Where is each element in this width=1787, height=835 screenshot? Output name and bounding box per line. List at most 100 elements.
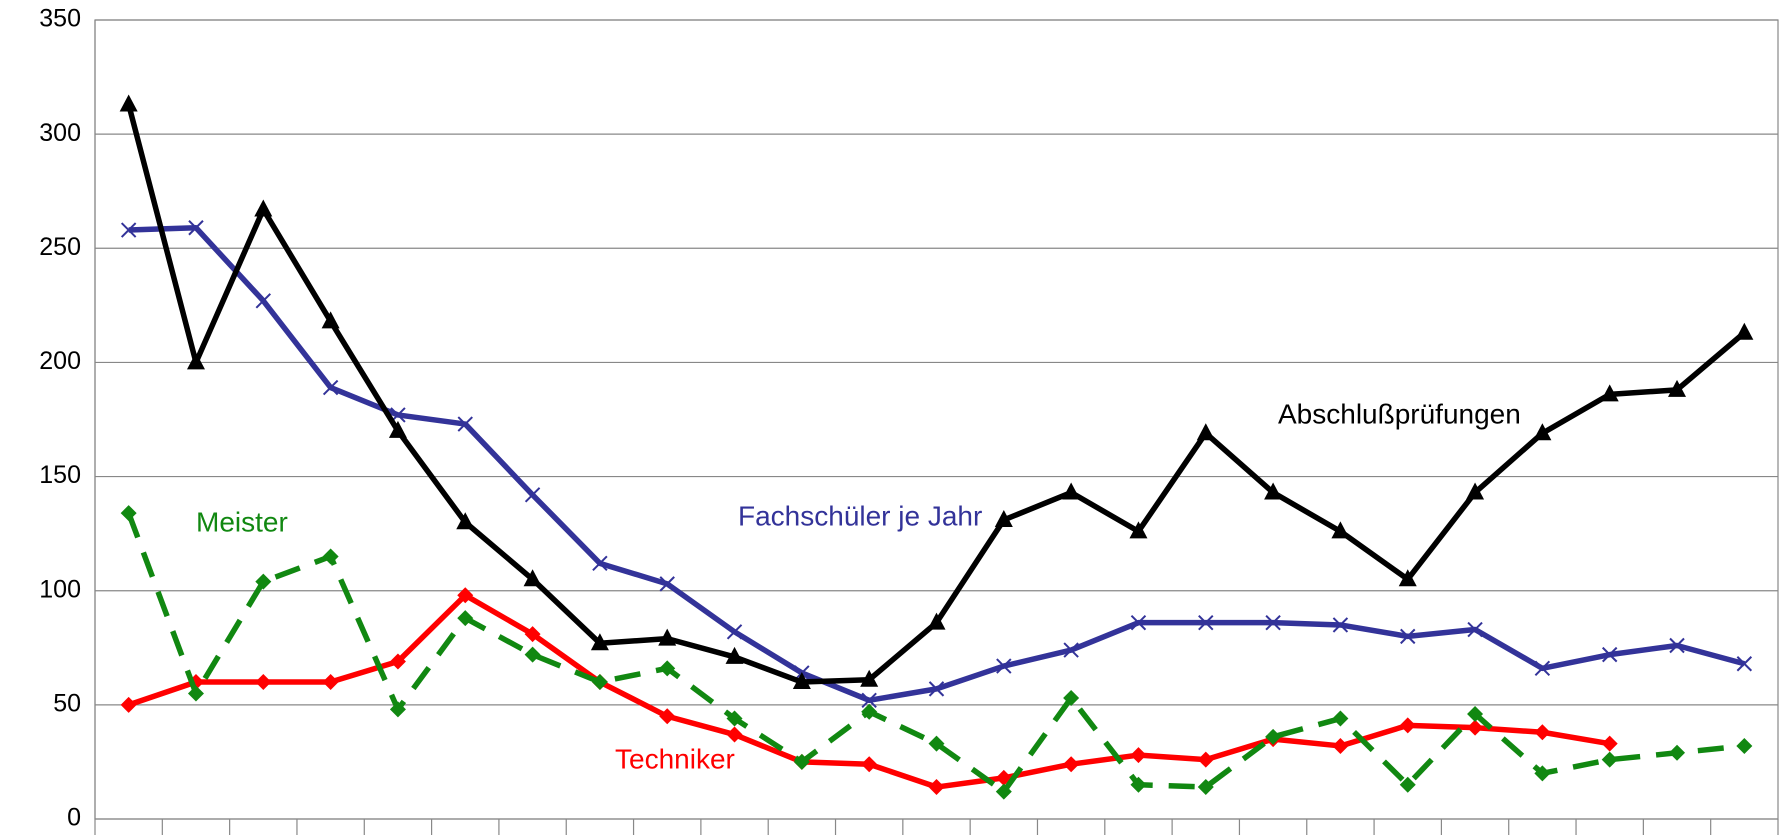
marker [1264,482,1283,500]
marker [994,509,1013,527]
marker [658,628,677,646]
series-label: Meister [196,506,288,537]
marker [1331,521,1350,539]
marker [120,222,137,238]
marker [187,685,204,702]
marker [457,587,474,604]
marker [255,573,272,590]
marker [457,416,473,432]
marker [1332,737,1349,754]
marker [1332,617,1349,633]
marker [1467,705,1484,722]
marker [120,696,137,713]
marker [388,420,407,438]
series-label: Abschlußprüfungen [1278,398,1521,429]
y-tick-label: 250 [39,233,81,261]
marker [1534,660,1551,677]
marker [1197,779,1214,796]
marker [659,576,675,592]
marker [1736,656,1753,672]
marker [186,352,205,370]
marker [1467,719,1484,736]
marker [1398,569,1417,587]
marker [1601,751,1618,768]
marker [119,94,138,112]
marker [1198,614,1214,631]
marker [1669,744,1686,761]
y-tick-label: 300 [39,119,81,147]
y-tick-label: 200 [39,347,81,375]
marker [1669,637,1685,654]
marker [1736,737,1753,754]
marker [1399,776,1416,793]
marker [322,674,339,691]
marker [928,779,945,796]
marker [590,633,609,651]
marker [726,624,743,640]
marker [996,658,1012,674]
marker [726,726,743,743]
y-tick-label: 150 [39,461,81,489]
marker [1265,728,1282,745]
y-tick-label: 50 [53,689,81,717]
marker [793,753,810,770]
marker [725,646,744,664]
marker [255,293,272,309]
y-tick-label: 100 [39,575,81,603]
marker [1466,482,1485,500]
marker [1063,690,1080,707]
marker [1735,322,1754,340]
marker [1601,735,1618,752]
marker [120,505,137,522]
marker [523,569,542,587]
marker [995,783,1012,800]
marker [254,199,273,217]
marker [321,311,340,329]
marker [389,653,406,670]
marker [1265,614,1281,631]
series-line [125,103,1747,685]
marker [592,555,608,572]
marker [1063,756,1080,773]
y-tick-label: 0 [67,804,81,832]
series-label: Fachschüler je Jahr [738,500,982,531]
marker [1062,482,1081,500]
marker [1332,710,1349,727]
marker [861,756,878,773]
marker [1129,521,1148,539]
marker [792,672,811,690]
marker [928,735,945,752]
y-tick-label: 350 [39,5,81,33]
marker [1130,614,1147,631]
marker [591,674,608,691]
marker [1534,765,1551,782]
marker [861,692,877,708]
marker [1668,379,1687,397]
marker [1399,717,1416,734]
series-label: Techniker [615,743,735,774]
marker [659,708,676,725]
marker [524,487,541,503]
marker [1534,724,1551,741]
marker [927,612,946,630]
marker [1063,642,1079,658]
marker [1196,423,1215,441]
marker [1533,423,1552,441]
marker [1130,776,1147,793]
marker [389,701,406,718]
marker [659,660,676,677]
marker [456,512,475,530]
marker [255,674,272,691]
marker [1600,384,1619,402]
marker [928,681,945,697]
marker [322,548,339,565]
marker [1400,628,1416,645]
marker [1467,621,1483,638]
plot-border [94,19,1779,820]
marker [524,626,541,643]
marker [322,379,339,396]
marker [726,710,743,727]
marker [188,220,204,236]
marker [524,646,541,663]
